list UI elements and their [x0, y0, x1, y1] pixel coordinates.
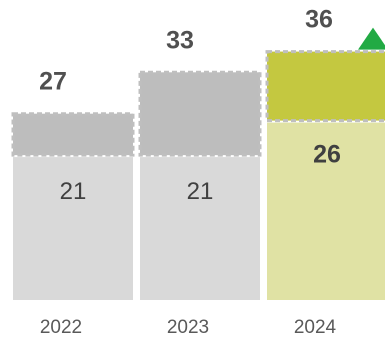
inner-value-label-2022: 21 — [60, 178, 87, 205]
total-value-label-2023: 33 — [166, 26, 194, 54]
total-value-label-2024: 36 — [305, 6, 333, 34]
bar-base-segment-2022 — [13, 157, 133, 300]
inner-value-label-2023: 21 — [187, 178, 214, 205]
x-tick-label-2023: 2023 — [167, 317, 209, 338]
trend-up-icon — [358, 27, 385, 50]
bar-upper-segment-2024 — [265, 50, 385, 123]
total-value-label-2022: 27 — [39, 68, 67, 96]
bar-upper-segment-2022 — [11, 112, 135, 157]
x-tick-label-2024: 2024 — [294, 317, 337, 338]
inner-value-label-2024: 26 — [313, 141, 341, 169]
bar-base-segment-2024 — [267, 122, 385, 300]
x-tick-label-2022: 2022 — [40, 317, 82, 338]
bar-upper-segment-2023 — [138, 70, 262, 157]
bar-base-segment-2023 — [140, 157, 260, 300]
